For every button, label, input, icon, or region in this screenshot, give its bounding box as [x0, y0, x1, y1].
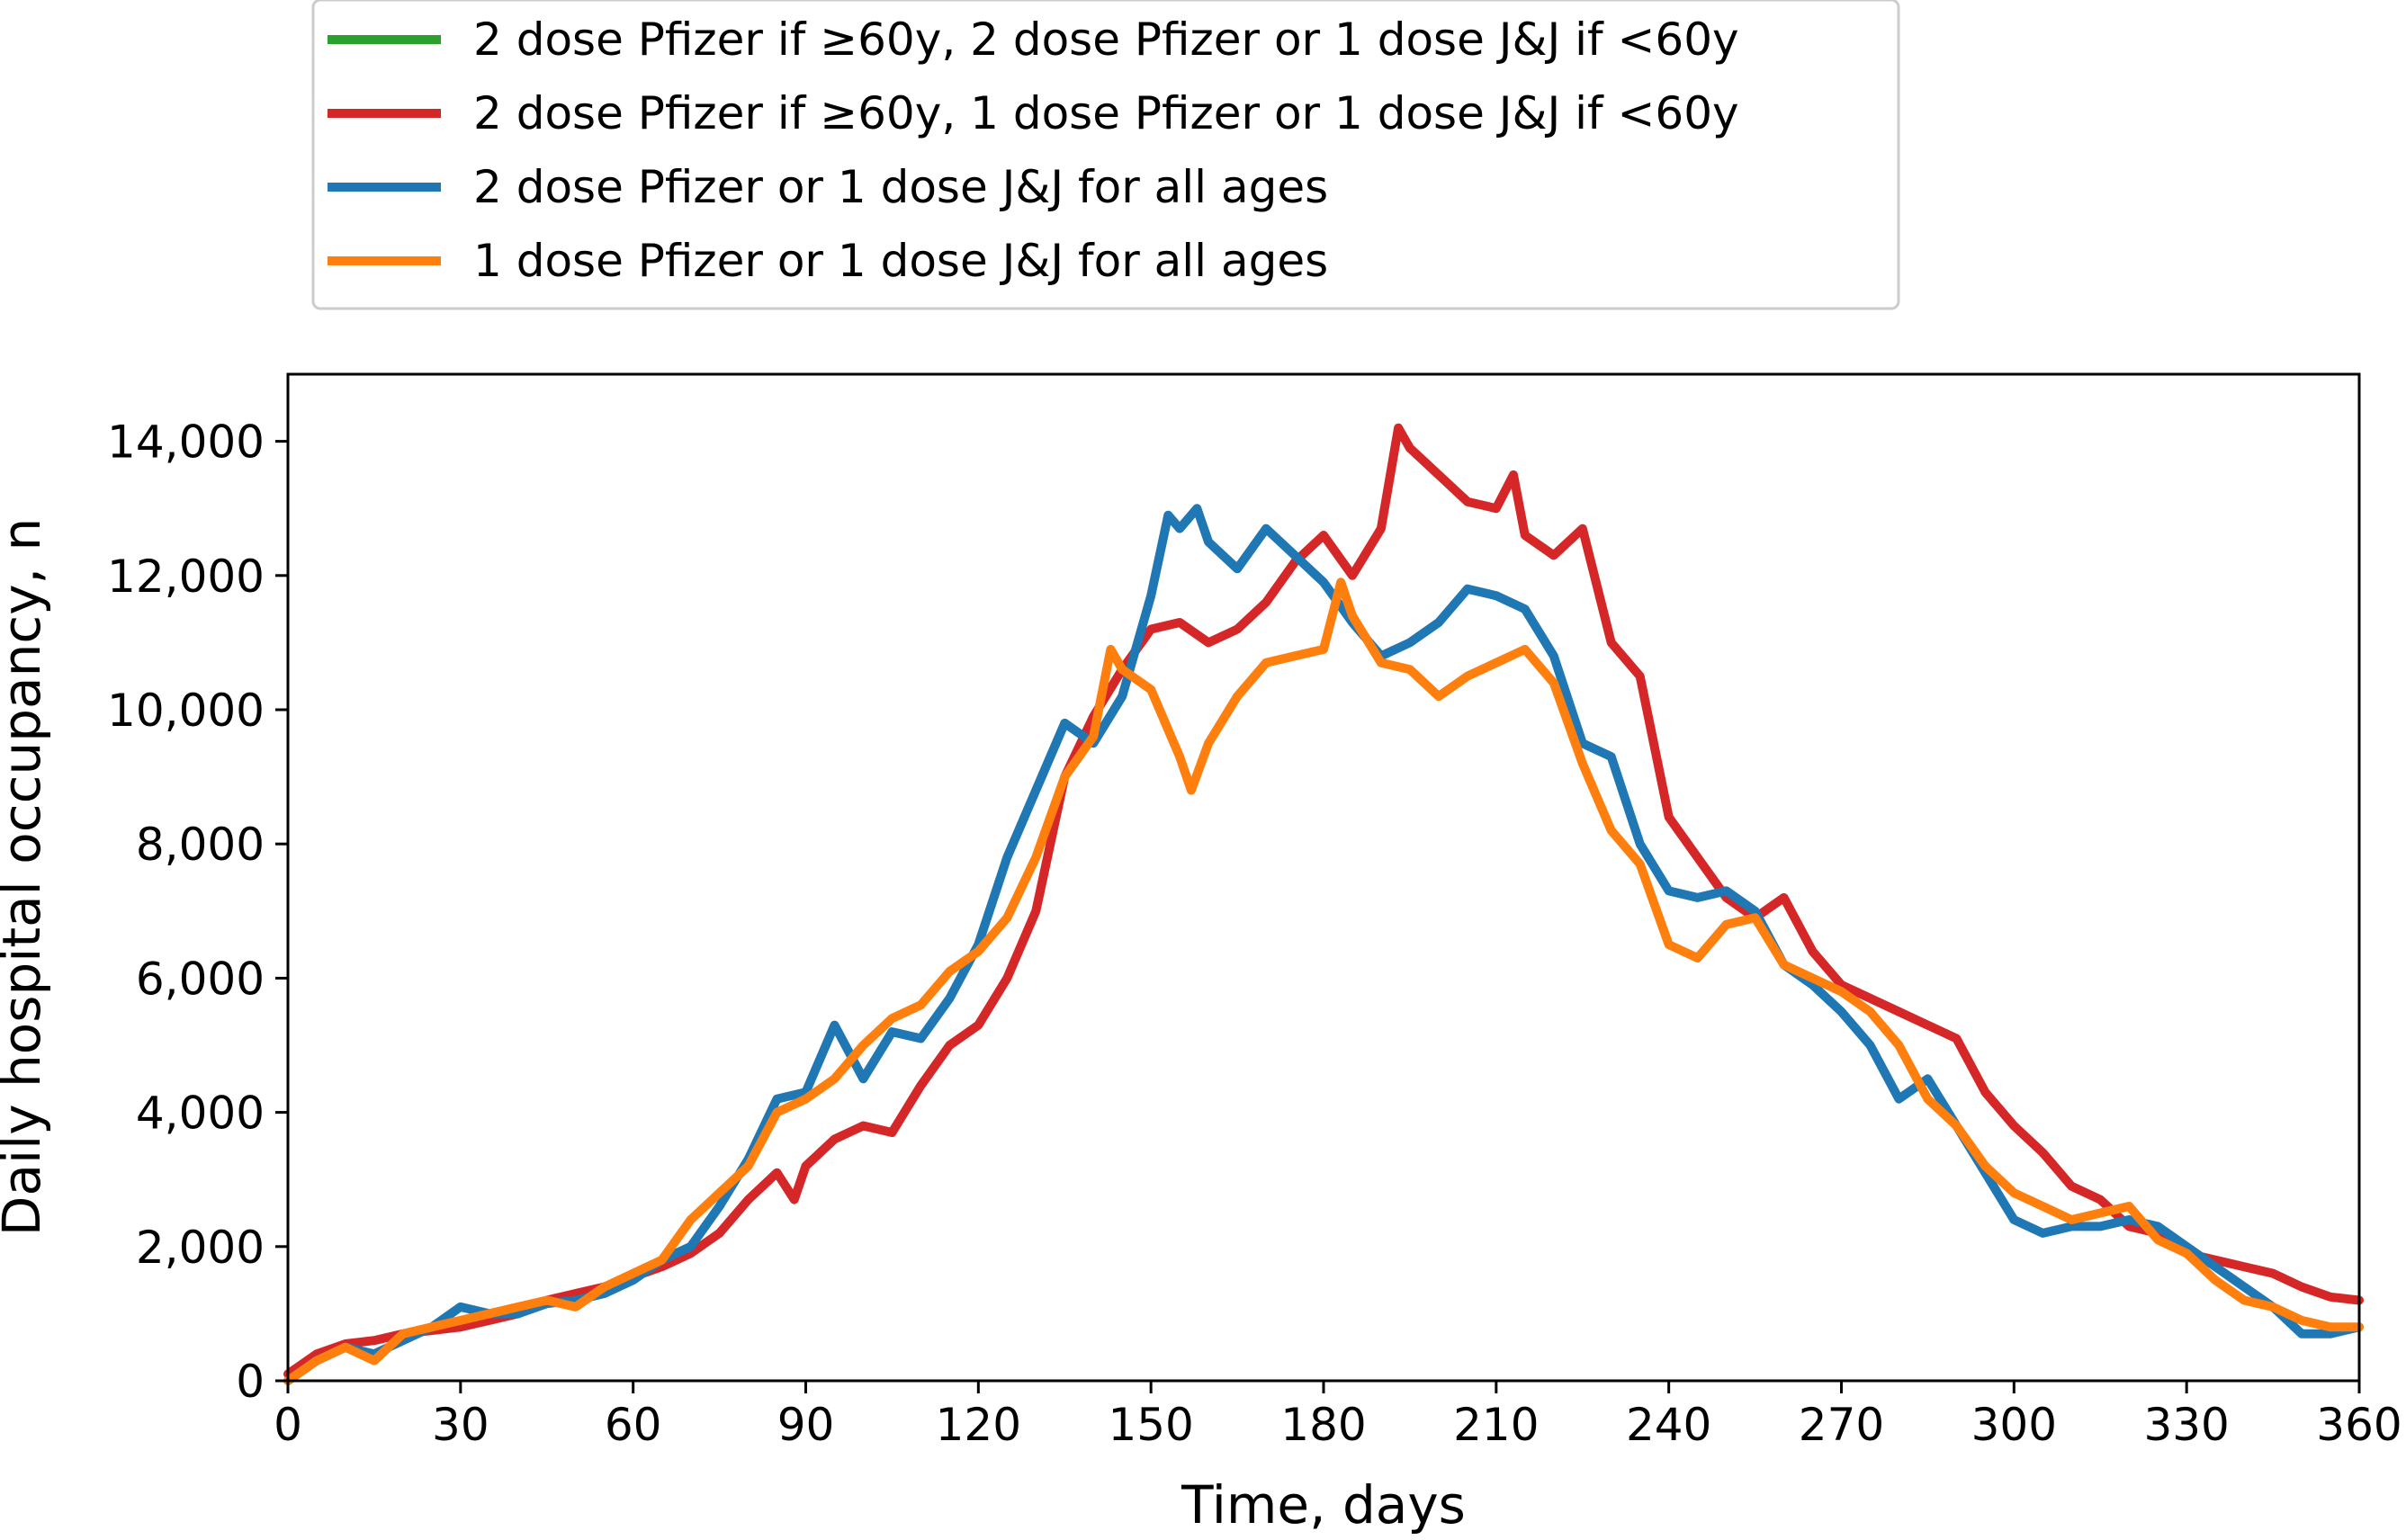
y-tick-label-5: 10,000 [107, 685, 265, 737]
legend-label-3: 1 dose Pfizer or 1 dose J&J for all ages [473, 235, 1328, 287]
x-tick-label-2: 60 [605, 1399, 662, 1451]
legend-label-1: 2 dose Pfizer if ≥60y, 1 dose Pfizer or … [473, 87, 1739, 139]
x-axis-label: Time, days [1181, 1474, 1466, 1536]
legend-frame [311, 0, 1900, 310]
y-tick-label-4: 8,000 [136, 819, 265, 871]
legend-label-0: 2 dose Pfizer if ≥60y, 2 dose Pfizer or … [473, 13, 1739, 66]
legend: 2 dose Pfizer if ≥60y, 2 dose Pfizer or … [311, 0, 1900, 310]
y-tick-label-3: 6,000 [136, 953, 265, 1005]
x-tick-label-7: 210 [1453, 1399, 1539, 1451]
y-tick-label-2: 4,000 [136, 1088, 265, 1140]
x-tick-label-4: 120 [936, 1399, 1021, 1451]
y-tick-label-1: 2,000 [136, 1222, 265, 1274]
x-axis: 0 30 60 90 120 150 180 210 240 270 300 330 360 [274, 1381, 2402, 1451]
series-line-3 [283, 578, 2364, 1385]
y-tick-label-6: 12,000 [107, 551, 265, 603]
x-tick-label-3: 90 [777, 1399, 835, 1451]
x-tick-label-9: 270 [1799, 1399, 1884, 1451]
y-tick-label-7: 14,000 [107, 416, 265, 469]
y-tick-label-0: 0 [236, 1356, 265, 1408]
x-tick-label-6: 180 [1280, 1399, 1366, 1451]
x-tick-label-12: 360 [2316, 1399, 2402, 1451]
x-tick-label-11: 330 [2143, 1399, 2229, 1451]
legend-label-2: 2 dose Pfizer or 1 dose J&J for all ages [473, 161, 1328, 213]
x-tick-label-10: 300 [1971, 1399, 2057, 1451]
y-axis: 0 2,000 4,000 6,000 8,000 10,000 12,000 14,000 [107, 416, 288, 1408]
x-tick-label-5: 150 [1108, 1399, 1193, 1451]
x-tick-label-0: 0 [274, 1399, 302, 1451]
x-tick-label-1: 30 [432, 1399, 489, 1451]
series-layer [283, 423, 2364, 1385]
y-axis-label: Daily hospital occupancy, n [0, 518, 52, 1236]
x-tick-label-8: 240 [1626, 1399, 1711, 1451]
